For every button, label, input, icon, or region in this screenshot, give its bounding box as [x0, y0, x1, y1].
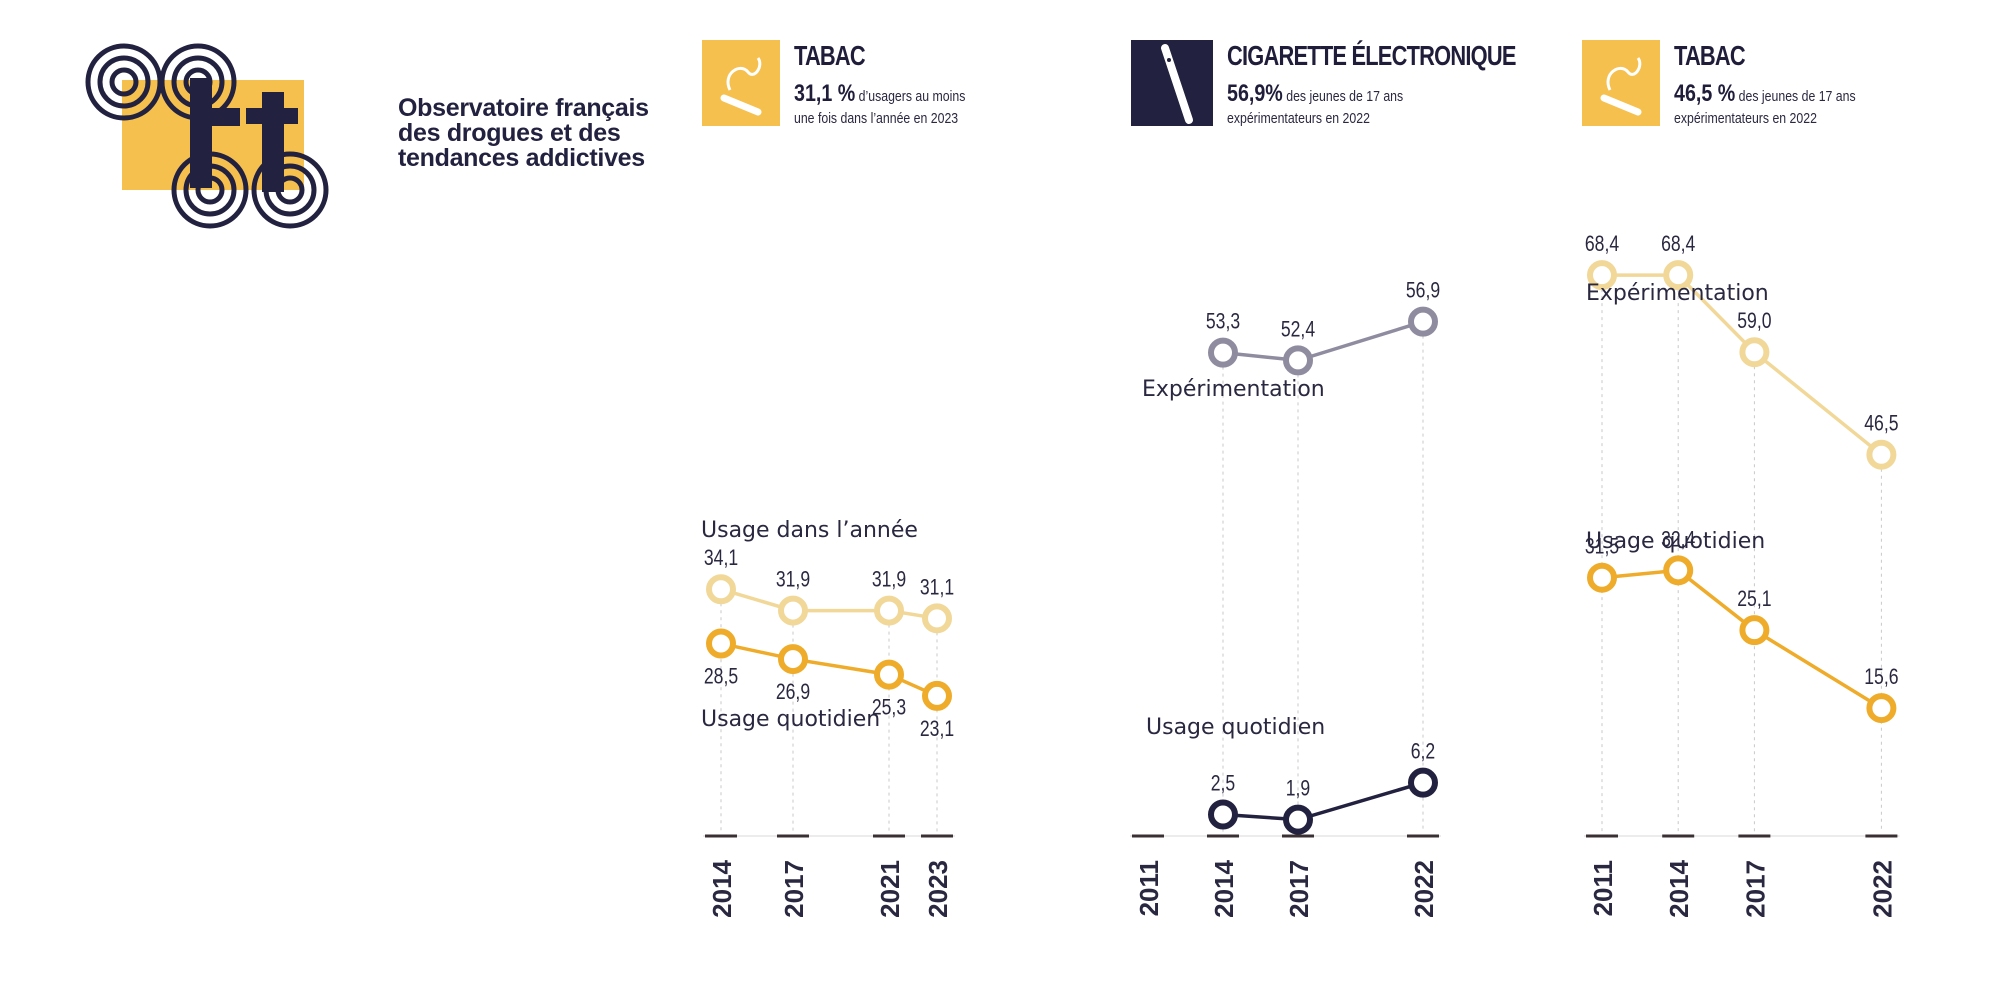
data-point: [1587, 260, 1617, 291]
header-value: 31,1 %: [794, 80, 856, 107]
data-label: 31,1: [920, 576, 954, 600]
ofdt-logo: Observatoire français des drogues et des…: [78, 38, 649, 238]
x-tick-label: 2017: [779, 860, 809, 918]
header-line1-text: des jeunes de 17 ans: [1735, 88, 1856, 105]
series-name-label: Usage quotidien: [1586, 529, 1765, 554]
header-title: TABAC: [794, 40, 866, 71]
series-name-label: Usage quotidien: [1146, 715, 1325, 740]
data-label: 2,5: [1211, 772, 1235, 796]
data-point: [1866, 693, 1897, 724]
series-line: [720, 641, 938, 698]
data-point: [1283, 345, 1313, 376]
data-point: [706, 574, 736, 605]
data-point: [922, 603, 952, 634]
data-point: [706, 628, 736, 659]
data-label: 31,9: [872, 568, 906, 592]
header-cigarette-electronique: CIGARETTE ÉLECTRONIQUE 56,9% des jeunes …: [1127, 40, 1527, 140]
data-label: 46,5: [1864, 412, 1898, 436]
data-label: 56,9: [1406, 279, 1440, 303]
x-tick-label: 2022: [1867, 860, 1897, 918]
header-line1: 46,5 % des jeunes de 17 ans: [1674, 82, 1856, 107]
x-tick-label: 2022: [1409, 860, 1439, 918]
header-line2: expérimentateurs en 2022: [1674, 110, 1817, 127]
x-tick-label: 2017: [1740, 860, 1770, 918]
data-point: [1283, 804, 1313, 835]
header-tabac-2022: TABAC 46,5 % des jeunes de 17 ans expéri…: [1582, 40, 1982, 140]
data-label: 25,3: [872, 696, 906, 720]
data-label: 6,2: [1411, 740, 1435, 764]
logo-text-line: tendances addictives: [398, 144, 645, 172]
x-tick-label: 2017: [1284, 860, 1314, 918]
data-label: 34,1: [704, 546, 738, 570]
header-title: CIGARETTE ÉLECTRONIQUE: [1227, 40, 1516, 71]
header-line1: 31,1 % d’usagers au moins: [794, 82, 966, 107]
data-label: 53,3: [1206, 310, 1240, 334]
data-point: [922, 680, 952, 711]
data-point: [1663, 555, 1694, 586]
series-name-label: Usage quotidien: [701, 707, 880, 732]
x-tick-label: 2014: [1209, 859, 1239, 917]
series-line: [1601, 568, 1883, 710]
series-name-label: Expérimentation: [1142, 377, 1325, 402]
logo-text-line: des drogues et des: [398, 119, 621, 147]
data-label: 26,9: [776, 680, 810, 704]
data-label: 52,4: [1281, 318, 1315, 342]
x-tick-label: 2023: [923, 860, 953, 918]
header-value: 56,9%: [1227, 80, 1283, 107]
data-point: [1663, 260, 1694, 291]
data-label: 1,9: [1286, 777, 1310, 801]
series-line: [1222, 781, 1424, 822]
data-point: [1587, 562, 1617, 593]
data-label: 68,4: [1661, 232, 1695, 256]
cigarette-icon: [1582, 40, 1660, 126]
series-line: [1222, 319, 1424, 363]
data-point: [1739, 337, 1770, 368]
data-point: [778, 644, 808, 675]
series-line: [1602, 273, 1883, 457]
e-cigarette-icon: [1131, 40, 1213, 126]
ofdt-logo-mark: [85, 43, 329, 229]
data-point: [874, 595, 904, 626]
header-line1-text: des jeunes de 17 ans: [1282, 88, 1404, 105]
data-point: [1739, 615, 1770, 646]
logo-text-line: Observatoire français: [398, 94, 649, 122]
series-name-label: Expérimentation: [1586, 281, 1769, 306]
header-title: TABAC: [1674, 40, 1746, 71]
x-tick-label: 2014: [707, 859, 737, 917]
data-label: 23,1: [920, 717, 954, 741]
data-point: [1208, 337, 1238, 368]
x-tick-label: 2011: [1588, 860, 1618, 916]
logo-text: Observatoire français des drogues et des…: [398, 96, 649, 171]
data-point: [1408, 767, 1438, 798]
header-value: 46,5 %: [1674, 80, 1736, 107]
header-line1: 56,9% des jeunes de 17 ans: [1227, 82, 1404, 107]
data-point: [1208, 799, 1238, 830]
data-label: 31,9: [776, 568, 810, 592]
x-tick-label: 2011: [1134, 860, 1164, 916]
data-label: 32,4: [1661, 528, 1695, 552]
header-line2: une fois dans l’année en 2023: [794, 110, 959, 127]
data-point: [874, 659, 904, 690]
series-name-label: Usage dans l’année: [701, 518, 918, 543]
data-label: 25,1: [1737, 587, 1771, 611]
header-tabac-2023: TABAC 31,1 % d’usagers au moins une fois…: [702, 40, 1102, 140]
x-tick-label: 2021: [875, 860, 905, 918]
data-label: 68,4: [1585, 232, 1619, 256]
data-label: 59,0: [1737, 309, 1771, 333]
data-label: 31,5: [1585, 535, 1619, 559]
header-line1-text: d’usagers au moins: [855, 88, 966, 105]
cigarette-icon: [702, 40, 780, 126]
data-label: 15,6: [1864, 665, 1898, 689]
series-line: [720, 587, 938, 621]
data-point: [1866, 439, 1897, 470]
data-label: 28,5: [704, 665, 738, 689]
data-point: [1408, 306, 1438, 337]
data-point: [778, 595, 808, 626]
header-line2: expérimentateurs en 2022: [1227, 110, 1370, 127]
x-tick-label: 2014: [1664, 859, 1694, 917]
